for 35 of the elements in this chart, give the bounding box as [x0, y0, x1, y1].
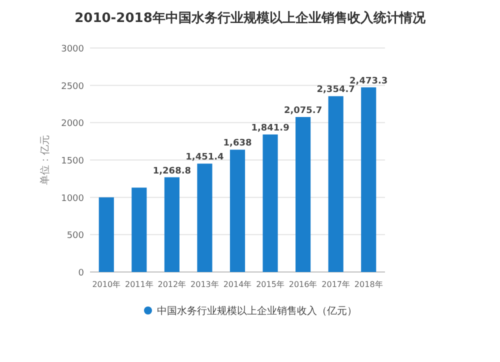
bar — [230, 150, 246, 272]
bar — [132, 188, 147, 272]
bar — [361, 87, 376, 272]
data-label: 2,354.7 — [316, 85, 355, 96]
y-tick-label: 500 — [66, 231, 84, 242]
data-label: 1,268.8 — [152, 166, 192, 176]
legend-label: 中国水务行业规模以上企业销售收入（亿元） — [157, 305, 357, 317]
x-tick-label: 2011年 — [124, 280, 154, 289]
x-tick-label: 2014年 — [223, 280, 252, 289]
x-tick-label: 2012年 — [158, 280, 186, 289]
y-tick-label: 1000 — [61, 194, 84, 204]
x-tick-label: 2016年 — [288, 280, 318, 289]
y-tick-label: 1500 — [61, 156, 84, 166]
x-tick-label: 2017年 — [322, 280, 350, 289]
data-label: 1,841.9 — [251, 123, 290, 134]
data-label: 2,473.3 — [350, 76, 388, 86]
bar — [98, 197, 114, 272]
chart-title: 2010-2018年中国水务行业规模以上企业销售收入统计情况 — [74, 10, 426, 26]
x-tick-label: 2010年 — [92, 280, 121, 289]
bar — [197, 164, 212, 272]
bar — [164, 177, 180, 272]
y-tick-label: 3000 — [61, 44, 84, 54]
data-label: 2,075.7 — [284, 106, 322, 116]
x-tick-label: 2018年 — [354, 280, 383, 289]
x-tick-label: 2013年 — [190, 280, 219, 289]
y-tick-label: 2500 — [61, 82, 84, 92]
y-axis-title: 单位：亿元 — [39, 135, 51, 185]
bar — [328, 96, 344, 272]
y-tick-label: 2000 — [61, 119, 84, 130]
data-label: 1,451.4 — [186, 152, 224, 163]
y-tick-label: 0 — [78, 268, 84, 278]
bar — [296, 117, 311, 272]
bar — [262, 134, 278, 272]
data-label: 1,638 — [223, 138, 252, 149]
x-tick-label: 2015年 — [256, 280, 284, 289]
